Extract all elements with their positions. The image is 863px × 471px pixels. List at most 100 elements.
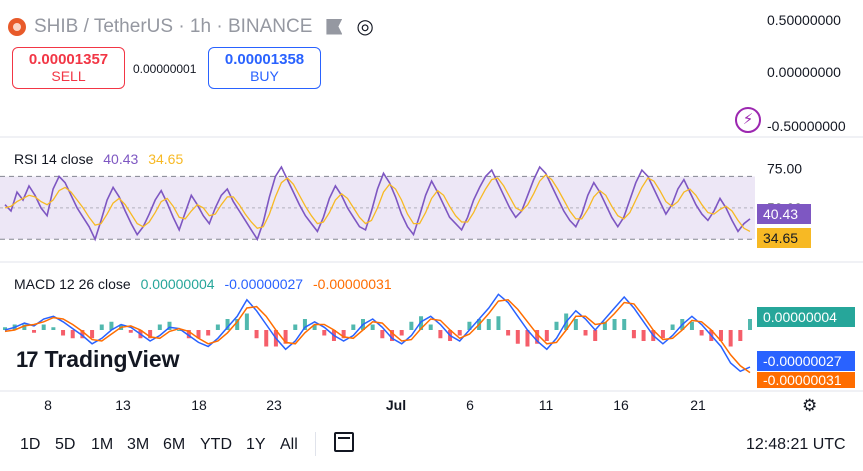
macd-histogram-bar (728, 330, 733, 347)
macd-signal-line (4, 299, 751, 374)
macd-histogram-bar (718, 330, 723, 341)
macd-signal-value: -0.00000031 (313, 276, 392, 292)
range-3m-button[interactable]: 3M (127, 436, 150, 453)
calendar-goto-icon[interactable] (334, 432, 354, 452)
macd-histogram-bar (467, 321, 472, 330)
rsi-label: RSI 14 close (14, 151, 94, 167)
macd-histogram-bar (631, 330, 636, 339)
macd-histogram-bar (670, 324, 675, 330)
macd-histogram-bar (399, 330, 404, 336)
x-axis-tick-label: 16 (613, 397, 629, 413)
macd-histogram-bar (244, 313, 249, 330)
x-axis-tick-label: 21 (690, 397, 706, 413)
rsi-ma-badge: 34.65 (757, 228, 811, 248)
toolbar-separator (315, 432, 316, 456)
macd-histogram-bar (109, 321, 114, 330)
rsi-value-badge: 40.43 (757, 204, 811, 224)
macd-histogram-bar (22, 324, 27, 330)
macd-histogram-bar (302, 319, 307, 330)
macd-signal-badge: -0.00000031 (757, 372, 855, 388)
tradingview-logo: 17 TradingView (16, 346, 180, 373)
macd-histogram-bar (428, 324, 433, 330)
range-6m-button[interactable]: 6M (163, 436, 186, 453)
price-axis-label: 0.50000000 (767, 12, 841, 28)
eye-crossed-icon[interactable]: ◎ (356, 16, 374, 38)
range-all-button[interactable]: All (280, 436, 298, 453)
rsi-legend[interactable]: RSI 14 close 40.43 34.65 (14, 151, 189, 167)
macd-histogram-bar (583, 330, 588, 336)
macd-histogram-bar (148, 330, 153, 339)
macd-histogram-bar (322, 330, 327, 336)
sell-button[interactable]: 0.00001357 SELL (12, 47, 125, 89)
macd-histogram-bar (99, 324, 104, 330)
range-5d-button[interactable]: 5D (55, 436, 76, 453)
macd-histogram-bar (196, 330, 201, 339)
buy-button[interactable]: 0.00001358 BUY (208, 47, 321, 89)
macd-histogram-bar (235, 319, 240, 330)
symbol-title[interactable]: SHIB / TetherUS · 1h · BINANCE ◎ (8, 14, 374, 39)
macd-histogram-bar (660, 330, 665, 339)
settings-gear-icon[interactable]: ⚙ (802, 396, 818, 415)
macd-histogram-bar (293, 324, 298, 330)
sell-price: 0.00001357 (28, 51, 109, 68)
macd-legend[interactable]: MACD 12 26 close 0.00000004 -0.00000027 … (14, 276, 398, 292)
macd-histogram-bar (32, 330, 37, 333)
macd-line-value: -0.00000027 (224, 276, 304, 292)
axes: 0.500000000.00000000-0.5000000075.0050.0… (44, 12, 846, 413)
buy-label: BUY (250, 68, 279, 84)
macd-histogram-bar (225, 319, 230, 330)
macd-histogram-bar (689, 321, 694, 330)
macd-histogram-bar (544, 330, 549, 341)
macd-histogram-bar (41, 324, 46, 330)
macd-histogram-bar (515, 330, 520, 344)
macd-histogram-bar (264, 330, 269, 347)
macd-histogram-bar (186, 330, 191, 339)
macd-histogram-bar (70, 330, 75, 339)
macd-histogram-bar (506, 330, 511, 336)
buy-price: 0.00001358 (224, 51, 305, 68)
macd-histogram-bar (254, 330, 259, 339)
macd-histogram-bar (390, 330, 395, 341)
macd-histogram-bar (312, 324, 317, 330)
shib-coin-icon (8, 17, 26, 36)
macd-histogram-badge: 0.00000004 (757, 307, 855, 327)
macd-histogram-bar (341, 330, 346, 339)
range-1d-button[interactable]: 1D (20, 436, 41, 453)
macd-histogram-bar (748, 319, 752, 330)
macd-histogram-bar (496, 316, 501, 330)
range-1m-button[interactable]: 1M (91, 436, 114, 453)
flag-icon[interactable] (326, 18, 343, 35)
macd-histogram-bar (351, 324, 356, 330)
macd-histogram-bar (486, 319, 491, 330)
macd-histogram-bar (573, 319, 578, 330)
macd-histogram-bar (167, 321, 172, 330)
macd-histogram-bar (157, 324, 162, 330)
macd-histogram-bar (177, 330, 182, 331)
rsi-line (4, 165, 751, 242)
rsi-ma-line (4, 174, 751, 232)
price-axis-label: 0.00000000 (767, 64, 841, 80)
macd-histogram-bar (535, 330, 540, 344)
x-axis-tick-label: 6 (466, 397, 474, 413)
macd-histogram-bar (380, 330, 385, 339)
macd-histogram-bar (622, 319, 627, 330)
chart-lines (4, 165, 751, 374)
x-axis-tick-label: 13 (115, 397, 131, 413)
spread-value: 0.00000001 (133, 62, 197, 76)
range-ytd-button[interactable]: YTD (200, 436, 232, 453)
range-1y-button[interactable]: 1Y (246, 436, 266, 453)
macd-histogram-bar (641, 330, 646, 341)
x-axis-tick-label: 18 (191, 397, 207, 413)
macd-histogram-bar (457, 330, 462, 336)
chart-area[interactable]: 0.500000000.00000000-0.5000000075.0050.0… (0, 0, 863, 420)
macd-histogram-bar (215, 324, 220, 330)
grid (0, 136, 863, 392)
macd-histogram-bar (738, 330, 743, 341)
utc-clock[interactable]: 12:48:21 UTC (746, 436, 846, 453)
macd-histogram-bar (525, 330, 530, 347)
macd-histogram-bar (602, 321, 607, 330)
macd-histogram-bar (409, 321, 414, 330)
macd-histogram-bar (612, 319, 617, 330)
x-axis-tick-label: 23 (266, 397, 282, 413)
lightning-icon[interactable]: ⚡ (735, 107, 761, 133)
